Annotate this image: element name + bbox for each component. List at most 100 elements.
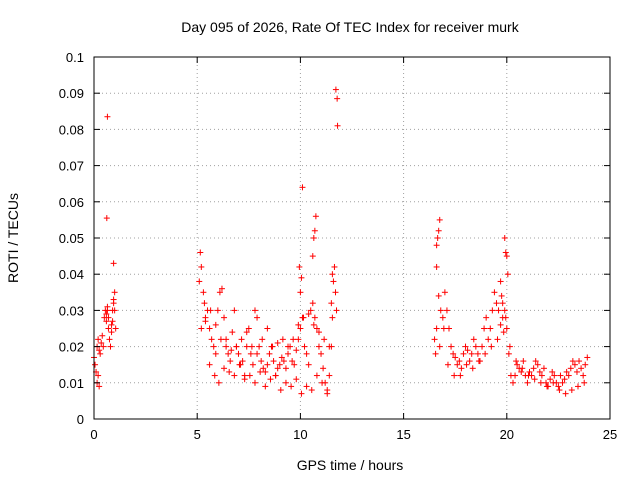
data-point	[502, 249, 509, 256]
y-tick-label: 0.1	[66, 50, 84, 65]
data-point	[540, 365, 547, 372]
data-point	[100, 343, 107, 350]
data-point	[547, 376, 554, 383]
data-point	[277, 387, 284, 394]
x-tick-label: 5	[194, 427, 201, 442]
data-point	[439, 314, 446, 321]
data-point	[440, 325, 447, 332]
data-point	[233, 343, 240, 350]
data-point	[270, 358, 277, 365]
y-tick-label: 0.04	[59, 267, 84, 282]
data-point	[472, 343, 479, 350]
data-point	[525, 372, 532, 379]
data-point	[236, 361, 243, 368]
data-point	[462, 343, 469, 350]
data-point	[238, 336, 245, 343]
data-point	[198, 325, 205, 332]
data-point	[514, 361, 521, 368]
chart-title: Day 095 of 2026, Rate Of TEC Index for r…	[181, 19, 519, 35]
data-point	[229, 329, 236, 336]
data-point	[264, 361, 271, 368]
data-point	[565, 372, 572, 379]
data-point	[223, 343, 230, 350]
data-point	[98, 339, 105, 346]
data-point	[310, 235, 317, 241]
data-point	[482, 350, 489, 357]
data-point	[103, 311, 110, 318]
data-point	[489, 307, 496, 314]
data-point	[580, 372, 587, 379]
data-point	[446, 325, 453, 332]
data-point	[501, 307, 508, 314]
data-point	[269, 343, 276, 350]
data-point	[297, 325, 304, 332]
data-point	[305, 361, 312, 368]
data-point	[434, 235, 441, 241]
data-point	[487, 325, 494, 332]
data-point	[309, 253, 316, 260]
data-point	[241, 376, 248, 383]
data-point	[315, 329, 322, 336]
data-point	[328, 300, 335, 307]
data-point	[474, 350, 481, 357]
data-point	[298, 390, 305, 397]
y-tick-label: 0.09	[59, 86, 84, 101]
y-tick-label: 0.06	[59, 195, 84, 210]
data-point	[247, 350, 254, 357]
data-point	[289, 358, 296, 365]
data-point	[431, 336, 438, 343]
data-point	[290, 336, 297, 343]
data-point	[226, 368, 233, 375]
grid-lines	[94, 57, 610, 419]
data-point	[501, 235, 508, 241]
data-point	[239, 358, 246, 365]
data-point	[105, 314, 112, 321]
data-point	[274, 339, 281, 346]
data-point	[206, 325, 213, 332]
data-point	[315, 343, 322, 350]
data-point	[562, 390, 569, 397]
data-point	[212, 321, 219, 328]
data-point	[530, 365, 537, 372]
y-tick-label: 0.02	[59, 340, 84, 355]
data-point	[557, 372, 564, 379]
data-point	[300, 314, 307, 321]
data-point	[573, 368, 580, 375]
data-point	[210, 343, 217, 350]
data-point	[456, 358, 463, 365]
data-point	[333, 307, 340, 314]
data-point	[111, 289, 118, 296]
data-point	[243, 329, 250, 336]
data-point	[494, 336, 501, 343]
data-point	[518, 368, 525, 375]
data-point	[324, 390, 331, 397]
data-point	[221, 365, 228, 372]
data-point	[217, 336, 224, 343]
data-point	[313, 372, 320, 379]
data-point	[457, 372, 464, 379]
data-point	[493, 300, 500, 307]
data-point	[97, 350, 104, 357]
data-point	[330, 278, 337, 285]
data-point	[307, 307, 314, 314]
data-point	[276, 361, 283, 368]
data-point	[334, 95, 341, 102]
data-point	[249, 361, 256, 368]
data-point	[108, 321, 115, 328]
data-point	[312, 213, 319, 220]
data-point	[436, 343, 443, 350]
data-point	[509, 379, 516, 386]
data-point	[503, 253, 510, 260]
data-point	[532, 358, 539, 365]
data-point	[326, 343, 333, 350]
data-point	[92, 361, 99, 368]
data-point	[311, 227, 318, 234]
data-point	[251, 307, 258, 314]
data-point	[551, 372, 558, 379]
data-point	[111, 307, 118, 314]
data-point	[433, 242, 440, 249]
data-point	[326, 372, 333, 379]
data-point	[450, 350, 457, 357]
data-point	[200, 289, 207, 296]
data-point	[231, 307, 238, 314]
